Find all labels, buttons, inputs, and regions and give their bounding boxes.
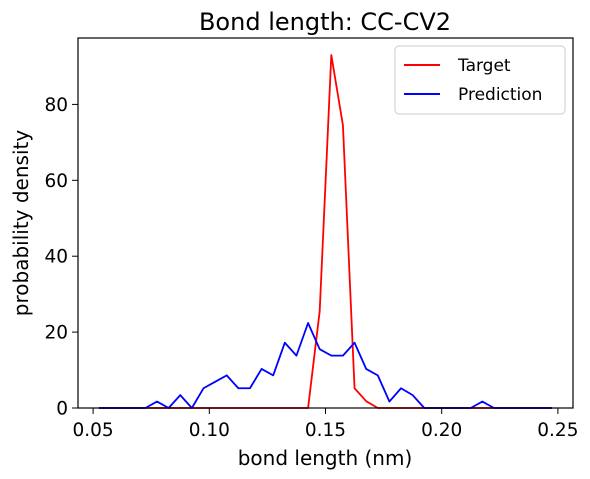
x-tick-label: 0.20 (421, 420, 462, 441)
y-tick-label: 20 (44, 323, 68, 344)
legend: Target Prediction (394, 45, 566, 115)
legend-label-prediction: Prediction (458, 85, 542, 105)
y-tick-label: 80 (44, 95, 68, 116)
y-axis-label: probability density (9, 130, 33, 317)
x-axis-label: bond length (nm) (238, 446, 413, 470)
x-tick-label: 0.10 (189, 420, 230, 441)
x-tick-label: 0.05 (73, 420, 114, 441)
x-tick-label: 0.25 (537, 420, 578, 441)
legend-box (394, 45, 566, 115)
series-line-prediction (98, 322, 553, 409)
y-tick-label: 0 (56, 399, 68, 420)
x-tick-label: 0.15 (305, 420, 346, 441)
y-tick-label: 40 (44, 247, 68, 268)
y-tick-label: 60 (44, 171, 68, 192)
chart-title: Bond length: CC-CV2 (199, 8, 451, 36)
legend-label-target: Target (457, 56, 511, 76)
